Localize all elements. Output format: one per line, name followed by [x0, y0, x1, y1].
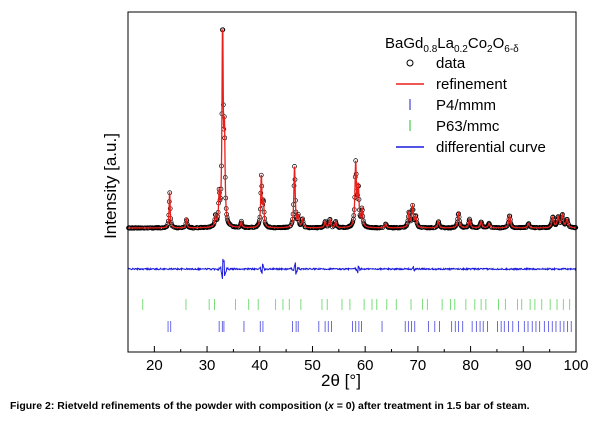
refinement-curve: [128, 29, 576, 229]
x-axis-label: 2θ [°]: [321, 371, 361, 390]
data-point: [487, 221, 492, 227]
data-point: [255, 223, 260, 228]
data-point: [164, 224, 170, 229]
axes: 20 30 40 50 60 70 80 90 100: [127, 11, 589, 374]
title-subscript: 0.8: [423, 44, 437, 55]
x-tick-label: 30: [199, 357, 216, 374]
x-tick-label: 50: [304, 357, 321, 374]
plot-frame: [127, 11, 577, 353]
rietveld-chart: 20 30 40 50 60 70 80 90 100 2θ [°] Intensity [a.…: [101, 11, 589, 390]
title-subscript: 6-δ: [504, 44, 519, 55]
x-tick-label: 100: [563, 357, 588, 374]
data-point: [298, 222, 304, 227]
x-tick-label: 70: [410, 357, 427, 374]
difference-curve: [127, 258, 577, 280]
legend-item: refinement: [396, 76, 508, 93]
data-point: [504, 223, 510, 229]
legend-marker-circle: [406, 59, 414, 67]
data-point: [227, 221, 233, 227]
legend: data refinement P4/mmm P63/mmc differential …: [396, 55, 546, 156]
legend-item: differential curve: [396, 139, 546, 156]
legend-label: data: [436, 55, 466, 72]
figure-caption: Figure 2: Rietveld refinements of the po…: [10, 400, 595, 412]
x-tick-label: 60: [357, 357, 374, 374]
title-segment: Co: [468, 35, 487, 52]
curves-layer: [126, 27, 579, 280]
x-tick-label: 20: [146, 357, 163, 374]
legend-label: P4/mmm: [436, 97, 496, 114]
x-tick-label: 40: [251, 357, 268, 374]
title-segment: O: [493, 35, 505, 52]
legend-label: P63/mmc: [436, 118, 500, 135]
legend-item: P4/mmm: [409, 97, 496, 114]
legend-item: data: [406, 55, 466, 72]
x-tick-label: 90: [515, 357, 532, 374]
x-tick-label: 80: [462, 357, 479, 374]
title-subscript: 2: [487, 44, 493, 55]
title-segment: La: [437, 35, 454, 52]
caption-suffix: = 0) after treatment in 1.5 bar of steam…: [333, 400, 530, 412]
reflections-p63mmc: [142, 299, 571, 310]
caption-prefix: Figure 2: Rietveld refinements of the po…: [10, 400, 328, 412]
y-axis-label: Intensity [a.u.]: [101, 133, 120, 239]
title-segment: BaGd: [385, 35, 423, 52]
chart-title: BaGd0.8La0.2Co2O6-δ: [385, 35, 519, 55]
reflection-markers: [142, 299, 572, 332]
reflections-p4mmm: [167, 321, 572, 332]
legend-label: refinement: [436, 76, 508, 93]
legend-item: P63/mmc: [409, 118, 500, 135]
caption-variable: x: [327, 400, 334, 412]
title-subscript: 0.2: [454, 44, 468, 55]
data-points: [126, 27, 579, 231]
legend-label: differential curve: [436, 139, 546, 156]
